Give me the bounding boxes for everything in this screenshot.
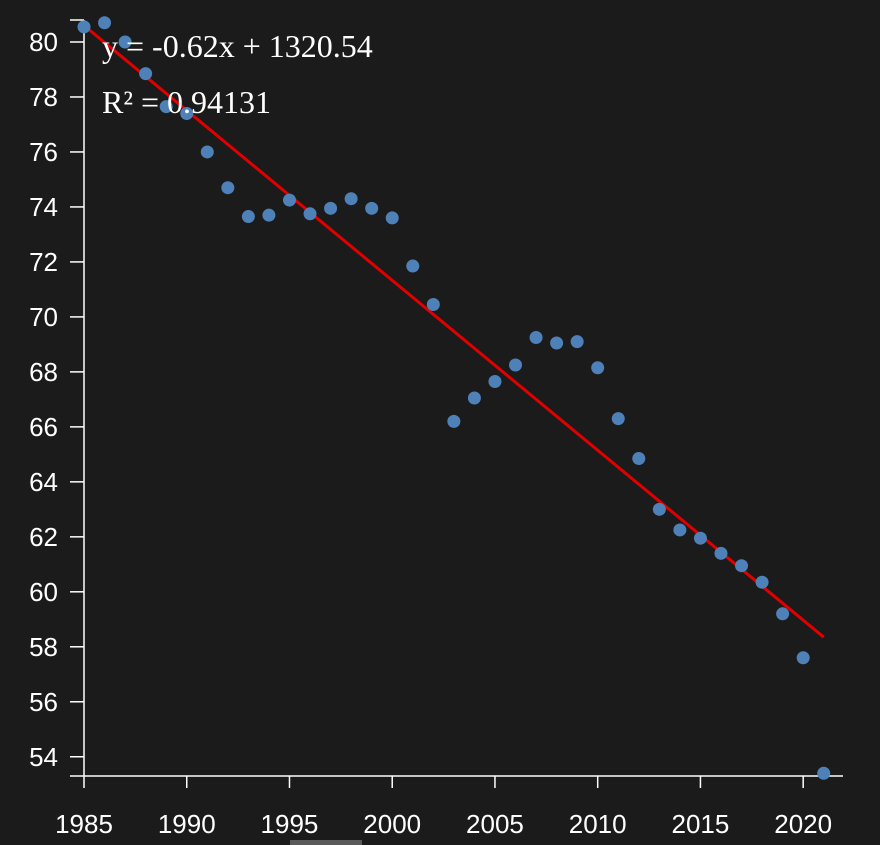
data-point bbox=[735, 559, 749, 573]
x-tick-label: 2020 bbox=[774, 809, 832, 839]
horizontal-scrollbar-thumb[interactable] bbox=[290, 840, 362, 845]
data-point bbox=[241, 210, 255, 224]
data-point bbox=[488, 375, 502, 389]
x-tick-label: 2000 bbox=[363, 809, 421, 839]
data-point bbox=[673, 523, 687, 537]
data-point bbox=[200, 145, 214, 159]
r-squared-label: R² = 0.94131 bbox=[102, 84, 271, 120]
data-point bbox=[324, 201, 338, 215]
y-tick-label: 70 bbox=[29, 302, 58, 332]
y-tick-label: 64 bbox=[29, 467, 58, 497]
data-point bbox=[776, 607, 790, 621]
data-point bbox=[714, 546, 728, 560]
data-point bbox=[180, 106, 194, 120]
x-tick-label: 2010 bbox=[569, 809, 627, 839]
data-point bbox=[509, 358, 523, 372]
data-point bbox=[447, 414, 461, 428]
x-tick-label: 1990 bbox=[158, 809, 216, 839]
y-tick-label: 54 bbox=[29, 742, 58, 772]
data-point bbox=[221, 181, 235, 195]
data-point bbox=[406, 259, 420, 273]
data-points bbox=[77, 16, 831, 780]
x-tick-label: 2005 bbox=[466, 809, 524, 839]
x-tick-label: 1985 bbox=[55, 809, 113, 839]
data-point bbox=[77, 20, 91, 34]
data-point bbox=[755, 575, 769, 589]
data-point bbox=[467, 391, 481, 405]
y-tick-label: 72 bbox=[29, 247, 58, 277]
y-tick-label: 68 bbox=[29, 357, 58, 387]
data-point bbox=[611, 412, 625, 426]
trendline-equation: y = -0.62x + 1320.54 bbox=[102, 28, 373, 64]
data-point bbox=[262, 208, 276, 222]
y-tick-label: 74 bbox=[29, 192, 58, 222]
data-point bbox=[529, 331, 543, 345]
y-tick-label: 80 bbox=[29, 27, 58, 57]
y-tick-label: 66 bbox=[29, 412, 58, 442]
data-point bbox=[282, 193, 296, 207]
y-tick-label: 62 bbox=[29, 522, 58, 552]
data-point bbox=[652, 502, 666, 516]
x-tick-label: 1995 bbox=[261, 809, 319, 839]
data-point bbox=[118, 35, 132, 49]
y-tick-label: 76 bbox=[29, 137, 58, 167]
y-tick-label: 56 bbox=[29, 687, 58, 717]
data-point bbox=[365, 201, 379, 215]
y-tick-label: 60 bbox=[29, 577, 58, 607]
data-point bbox=[303, 207, 317, 221]
data-point bbox=[344, 192, 358, 206]
data-point bbox=[693, 531, 707, 545]
y-tick-label: 78 bbox=[29, 82, 58, 112]
data-point bbox=[550, 336, 564, 350]
data-point bbox=[570, 335, 584, 349]
data-point bbox=[426, 298, 440, 312]
axes: 54 56 58 60 62 64 66 68 70 72 74 76 78 80 1985 1990 1995… bbox=[29, 19, 843, 839]
data-point bbox=[385, 211, 399, 225]
data-point bbox=[159, 100, 173, 114]
data-point bbox=[796, 651, 810, 665]
data-point bbox=[98, 16, 112, 30]
data-point bbox=[591, 361, 605, 375]
x-tick-label: 2015 bbox=[672, 809, 730, 839]
y-tick-label: 58 bbox=[29, 632, 58, 662]
annotations: y = -0.62x + 1320.54 R² = 0.94131 bbox=[102, 28, 373, 120]
data-point bbox=[817, 766, 831, 780]
data-point bbox=[632, 451, 646, 465]
data-point bbox=[139, 67, 153, 81]
